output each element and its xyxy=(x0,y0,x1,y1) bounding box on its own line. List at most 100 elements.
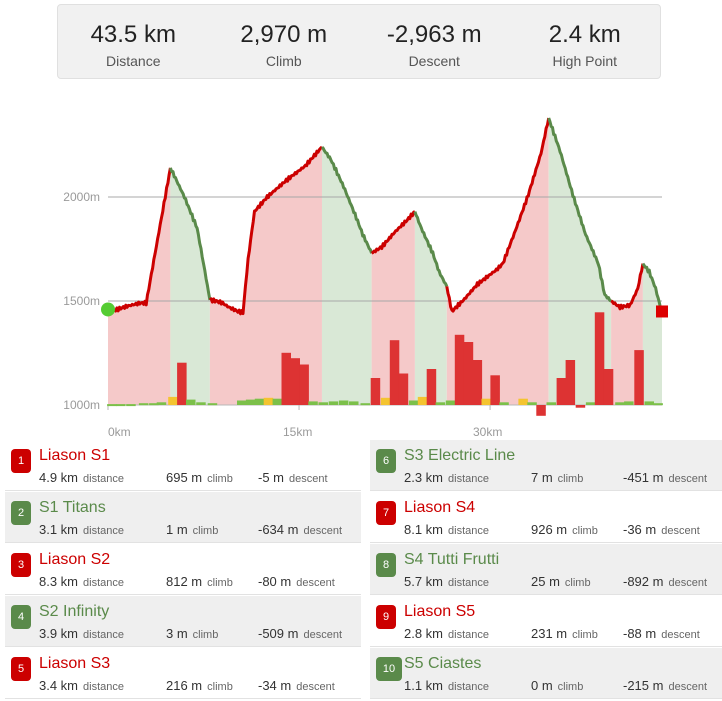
gradient-bar xyxy=(575,405,586,408)
climb-unit-label: climb xyxy=(564,577,591,589)
segment-climb: 1 m climb xyxy=(166,522,218,537)
segment-descent: -892 m descent xyxy=(623,574,707,589)
segment-number: 3 xyxy=(17,559,25,571)
descent-unit-label: descent xyxy=(296,577,335,589)
gradient-bar xyxy=(426,369,437,405)
segment-number-badge: 9 xyxy=(376,605,396,629)
segment-number-badge: 10 xyxy=(376,657,402,681)
climb-line xyxy=(610,263,645,311)
descent-unit-label: descent xyxy=(668,577,707,589)
descent-line xyxy=(641,262,664,314)
gradient-bar xyxy=(380,397,391,405)
segment-number-badge: 5 xyxy=(11,657,31,681)
distance-unit-label: distance xyxy=(448,525,489,537)
segment-climb: 0 m climb xyxy=(531,678,583,693)
segment-row[interactable]: 4 S2 Infinity 3.9 km distance 3 m climb -509 m… xyxy=(5,596,361,647)
segment-climb: 25 m climb xyxy=(531,574,591,589)
segment-number-badge: 2 xyxy=(11,501,31,525)
end-marker[interactable] xyxy=(656,305,668,318)
gradient-bar xyxy=(435,402,446,405)
distance-unit-label: distance xyxy=(83,681,124,693)
gradient-bar xyxy=(207,403,218,406)
climb-unit-label: climb xyxy=(572,629,598,641)
gradient-bar xyxy=(308,401,318,405)
distance-unit-label: distance xyxy=(448,629,489,641)
segment-descent-value: -509 m xyxy=(258,626,299,641)
segment-name[interactable]: Liason S3 xyxy=(39,655,111,672)
stat-value: 2.4 km xyxy=(548,21,621,48)
segment-climb-value: 7 m xyxy=(531,470,553,485)
gradient-bar xyxy=(585,402,596,405)
distance-unit-label: distance xyxy=(83,577,124,589)
segment-climb-value: 3 m xyxy=(166,626,188,641)
segment-number: 5 xyxy=(17,663,25,675)
gradient-bar xyxy=(138,403,149,406)
gradient-bar xyxy=(499,402,509,405)
segment-row[interactable]: 8 S4 Tutti Frutti 5.7 km distance 25 m climb -… xyxy=(370,544,722,595)
segment-row[interactable]: 9 Liason S5 2.8 km distance 231 m climb -88 m d… xyxy=(370,596,722,647)
segment-number-badge: 8 xyxy=(376,553,396,577)
segment-row[interactable]: 5 Liason S3 3.4 km distance 216 m climb -34 m d… xyxy=(5,648,361,699)
segment-number-badge: 6 xyxy=(376,449,396,473)
segment-climb: 695 m climb xyxy=(166,470,233,485)
segment-distance: 3.1 km distance xyxy=(39,522,124,537)
gradient-bar xyxy=(318,402,328,405)
gradient-bar xyxy=(338,400,349,405)
gradient-bar xyxy=(653,403,663,406)
segment-number: 6 xyxy=(382,455,390,467)
descent-unit-label: descent xyxy=(661,629,700,641)
segment-number-badge: 4 xyxy=(11,605,31,629)
gradient-bar xyxy=(237,400,247,405)
segment-descent: -509 m descent xyxy=(258,626,342,641)
descent-line xyxy=(547,117,612,303)
segment-name[interactable]: Liason S5 xyxy=(404,603,476,620)
segments-list-left: 1 Liason S1 4.9 km distance 695 m climb -5 m de… xyxy=(5,440,361,700)
start-marker[interactable] xyxy=(101,302,115,317)
segment-row[interactable]: 7 Liason S4 8.1 km distance 926 m climb -36 m d… xyxy=(370,492,722,543)
segment-name[interactable]: Liason S4 xyxy=(404,499,476,516)
segment-descent-value: -36 m xyxy=(623,522,657,537)
segment-descent-value: -451 m xyxy=(623,470,664,485)
gradient-bar xyxy=(490,375,500,405)
segment-descent: -5 m descent xyxy=(258,470,328,485)
segment-number: 1 xyxy=(17,455,25,467)
gradient-bar xyxy=(149,403,159,406)
gradient-bar xyxy=(370,378,381,405)
segment-row[interactable]: 1 Liason S1 4.9 km distance 695 m climb -5 m de… xyxy=(5,440,361,491)
gradient-bar xyxy=(186,399,196,405)
segment-name[interactable]: S3 Electric Line xyxy=(404,447,516,464)
segment-descent-value: -34 m xyxy=(258,678,292,693)
climb-line xyxy=(107,167,172,315)
segment-distance-value: 8.3 km xyxy=(39,574,79,589)
segment-name[interactable]: S4 Tutti Frutti xyxy=(404,551,500,568)
distance-unit-label: distance xyxy=(83,473,124,485)
segment-row[interactable]: 2 S1 Titans 3.1 km distance 1 m climb -634 m de… xyxy=(5,492,361,543)
climb-area xyxy=(209,147,322,405)
y-tick-label: 2000m xyxy=(63,190,100,204)
segment-distance-value: 3.9 km xyxy=(39,626,79,641)
segment-distance: 8.3 km distance xyxy=(39,574,124,589)
gradient-bar xyxy=(245,399,256,405)
segment-climb-value: 0 m xyxy=(531,678,553,693)
segment-name[interactable]: S5 Ciastes xyxy=(404,655,482,672)
segment-distance: 2.8 km distance xyxy=(404,626,489,641)
distance-unit-label: distance xyxy=(448,681,489,693)
segment-climb-value: 695 m xyxy=(166,470,203,485)
segment-number: 8 xyxy=(382,559,390,571)
climb-unit-label: climb xyxy=(207,473,233,485)
gradient-bar xyxy=(107,404,117,407)
descent-line xyxy=(320,146,374,254)
segment-name[interactable]: S2 Infinity xyxy=(39,603,110,620)
stat-value: 43.5 km xyxy=(90,21,176,48)
segment-name[interactable]: Liason S2 xyxy=(39,551,111,568)
segment-row[interactable]: 6 S3 Electric Line 2.3 km distance 7 m climb -… xyxy=(370,440,722,491)
segment-name[interactable]: S1 Titans xyxy=(39,499,106,516)
climb-unit-label: climb xyxy=(192,629,219,641)
segment-row[interactable]: 3 Liason S2 8.3 km distance 812 m climb -80 m d… xyxy=(5,544,361,595)
gradient-bar xyxy=(177,362,187,405)
segment-row[interactable]: 10 S5 Ciastes 1.1 km distance 0 m climb -215 m… xyxy=(370,648,722,699)
elevation-profile-chart[interactable]: 2000m 1500m 1000m 0km 15km 30km xyxy=(0,85,722,440)
route-stats-panel: 43.5 km Distance 2,970 m Climb -2,963 m … xyxy=(57,4,661,79)
segment-name[interactable]: Liason S1 xyxy=(39,447,111,464)
climb-line xyxy=(445,117,551,313)
